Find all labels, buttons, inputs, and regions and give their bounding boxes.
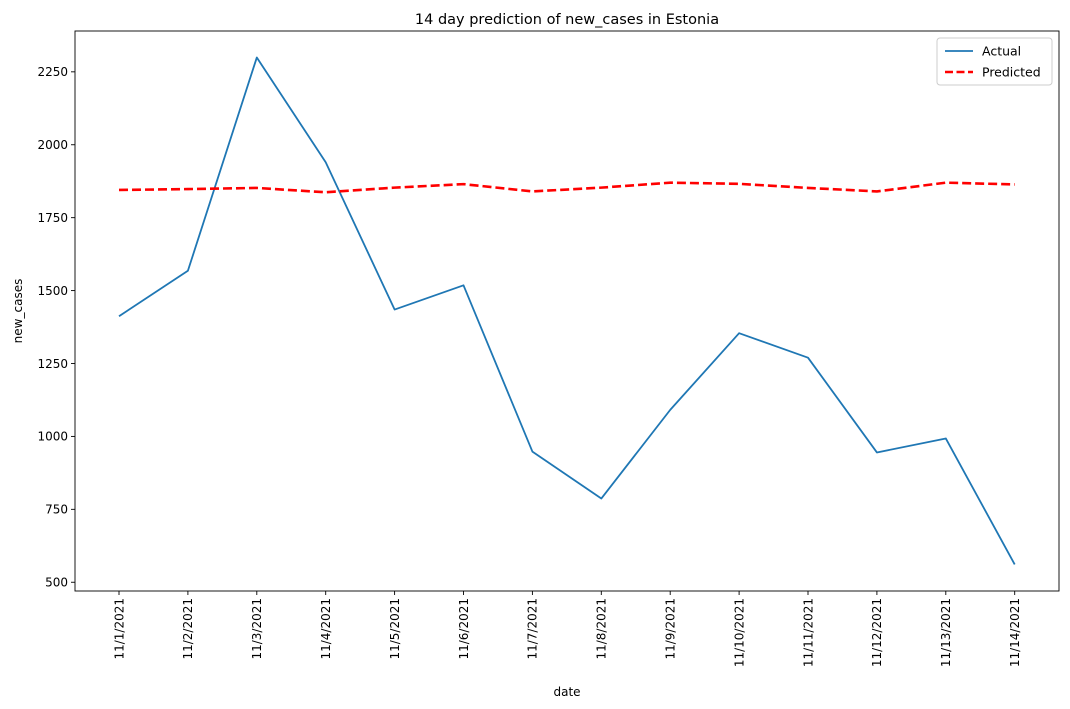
x-tick-label: 11/1/2021 <box>112 598 126 660</box>
x-tick-label: 11/7/2021 <box>526 598 540 660</box>
legend-label-actual: Actual <box>982 44 1021 59</box>
chart-title: 14 day prediction of new_cases in Estoni… <box>415 12 719 28</box>
y-axis-title: new_cases <box>11 279 25 344</box>
y-tick-label: 2250 <box>37 65 68 79</box>
legend: Actual Predicted <box>936 37 1053 86</box>
x-tick-label: 11/14/2021 <box>1008 598 1022 667</box>
legend-label-predicted: Predicted <box>982 65 1041 80</box>
series-line-actual <box>118 56 1016 565</box>
x-tick-label: 11/2/2021 <box>181 598 195 660</box>
y-tick-label: 750 <box>45 503 68 517</box>
axes-frame <box>74 30 1060 592</box>
y-tick-label: 500 <box>45 576 68 590</box>
x-tick-label: 11/5/2021 <box>388 598 402 660</box>
y-axis: 500 750 1000 1250 1500 1750 2000 2250 <box>37 65 75 590</box>
x-tick-label: 11/8/2021 <box>595 598 609 660</box>
y-tick-label: 1250 <box>37 357 68 371</box>
x-axis: 11/1/2021 11/2/2021 11/3/2021 11/4/2021 11/5… <box>112 591 1022 667</box>
series-line-predicted <box>118 181 1015 194</box>
y-tick-label: 1750 <box>37 211 68 225</box>
x-tick-label: 11/11/2021 <box>801 598 815 667</box>
x-axis-title: date <box>553 685 580 699</box>
y-tick-label: 1500 <box>37 284 68 298</box>
legend-box <box>936 37 1053 86</box>
x-tick-label: 11/3/2021 <box>250 598 264 660</box>
x-tick-label: 11/6/2021 <box>457 598 471 660</box>
x-tick-label: 11/10/2021 <box>732 598 746 667</box>
y-tick-label: 2000 <box>37 138 68 152</box>
x-tick-label: 11/13/2021 <box>939 598 953 667</box>
plot-area <box>118 56 1016 565</box>
x-tick-label: 11/4/2021 <box>319 598 333 660</box>
x-tick-label: 11/9/2021 <box>664 598 678 660</box>
x-tick-label: 11/12/2021 <box>870 598 884 667</box>
y-tick-label: 1000 <box>37 430 68 444</box>
